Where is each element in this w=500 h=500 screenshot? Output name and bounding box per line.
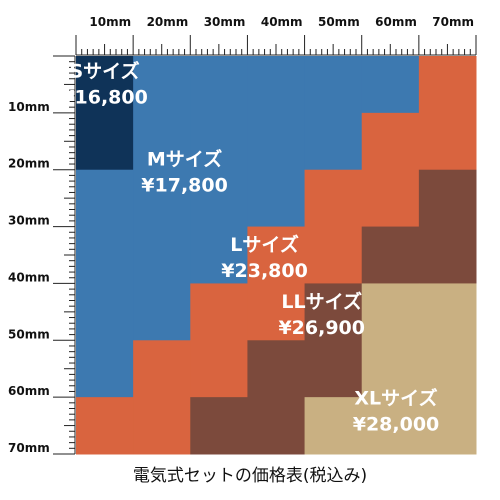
x-tick-label: 40mm bbox=[261, 15, 303, 29]
region-cell bbox=[361, 56, 420, 114]
y-tick-label: 50mm bbox=[8, 327, 50, 341]
price-label: ¥26,900 bbox=[278, 317, 365, 339]
region-cell bbox=[133, 340, 191, 455]
region-cell bbox=[247, 226, 306, 341]
price-label: ¥28,000 bbox=[353, 414, 440, 436]
region-Mサイズ bbox=[76, 56, 420, 398]
region-cell bbox=[418, 283, 477, 455]
region-LLサイズ bbox=[190, 169, 477, 455]
size-label: Mサイズ bbox=[147, 148, 222, 171]
region-labels: Sサイズ ¥16,800 Mサイズ ¥17,800 Lサイズ ¥23,800 LLサイズ ¥2… bbox=[61, 60, 439, 436]
x-tick-label: 70mm bbox=[432, 15, 474, 29]
region-Sサイズ bbox=[76, 56, 134, 171]
region-cell bbox=[247, 340, 306, 455]
chart-title: 電気式セットの価格表(税込み) bbox=[132, 466, 368, 486]
region-cell bbox=[418, 169, 477, 284]
left-ruler: 10mm 20mm 30mm 40mm 50mm 60mm 70mm bbox=[8, 55, 76, 455]
y-tick-label: 70mm bbox=[8, 441, 50, 455]
region-cell bbox=[76, 397, 134, 455]
price-label: ¥17,800 bbox=[141, 175, 228, 197]
top-ruler: 10mm 20mm 30mm 40mm 50mm 60mm 70mm bbox=[75, 15, 477, 56]
region-cell bbox=[190, 397, 248, 455]
x-tick-label: 60mm bbox=[375, 15, 417, 29]
price-label: ¥23,800 bbox=[221, 260, 308, 282]
size-label: XLサイズ bbox=[354, 387, 437, 410]
region-cell bbox=[361, 226, 420, 284]
size-label: LLサイズ bbox=[281, 290, 362, 313]
region-cell bbox=[133, 56, 191, 341]
region-cell bbox=[76, 56, 134, 171]
region-cell bbox=[304, 397, 363, 455]
region-cell bbox=[304, 56, 363, 171]
y-tick-label: 60mm bbox=[8, 384, 50, 398]
region-cell bbox=[76, 169, 134, 398]
region-cell bbox=[304, 169, 363, 284]
y-tick-label: 10mm bbox=[8, 100, 50, 114]
size-label: Sサイズ bbox=[70, 60, 140, 83]
region-cell bbox=[247, 56, 306, 228]
region-cell bbox=[361, 112, 420, 228]
x-tick-label: 30mm bbox=[204, 15, 246, 29]
price-regions bbox=[76, 56, 477, 455]
size-label: Lサイズ bbox=[230, 233, 299, 256]
price-label: ¥16,800 bbox=[61, 87, 148, 109]
region-Lサイズ bbox=[76, 56, 477, 455]
y-tick-label: 20mm bbox=[8, 157, 50, 171]
x-tick-label: 50mm bbox=[318, 15, 360, 29]
region-cell bbox=[190, 283, 248, 398]
y-tick-label: 30mm bbox=[8, 214, 50, 228]
x-tick-label: 20mm bbox=[147, 15, 189, 29]
region-cell bbox=[418, 56, 477, 171]
region-cell bbox=[361, 283, 420, 455]
y-tick-label: 40mm bbox=[8, 270, 50, 284]
x-tick-label: 10mm bbox=[89, 15, 131, 29]
region-XLサイズ bbox=[304, 283, 477, 455]
region-cell bbox=[190, 56, 248, 284]
region-cell bbox=[304, 283, 363, 398]
